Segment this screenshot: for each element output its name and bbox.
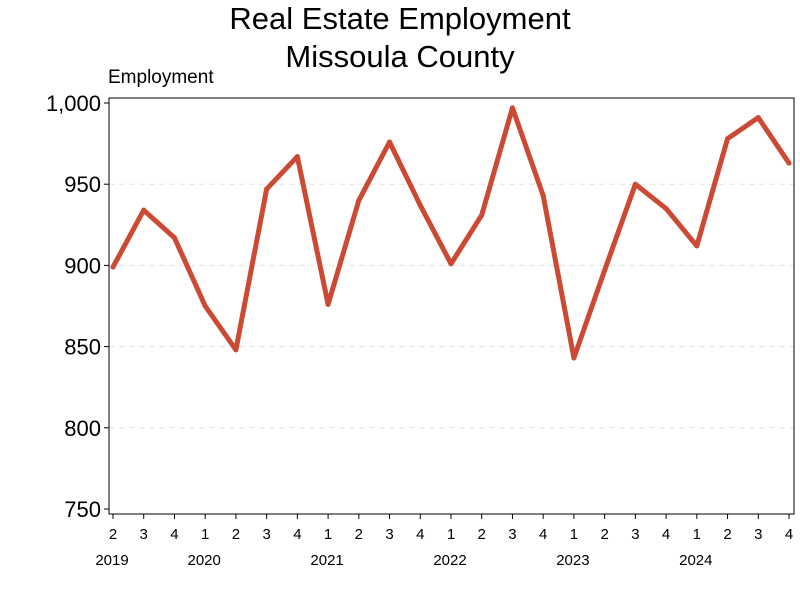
x-tick-label: 1 — [201, 526, 209, 543]
x-tick-label: 2 — [478, 526, 486, 543]
x-year-label: 2022 — [433, 552, 466, 569]
data-point — [233, 347, 239, 353]
y-tick-label: 900 — [64, 253, 101, 278]
data-point — [786, 160, 792, 166]
x-tick-label: 3 — [754, 526, 762, 543]
y-tick-label: 750 — [64, 497, 101, 522]
data-point — [509, 105, 515, 111]
data-point — [171, 235, 177, 241]
x-tick-label: 4 — [539, 526, 547, 543]
x-tick-label: 1 — [324, 526, 332, 543]
data-point — [387, 139, 393, 145]
x-tick-label: 4 — [416, 526, 424, 543]
data-point — [202, 303, 208, 309]
data-point — [264, 186, 270, 192]
x-tick-label: 1 — [693, 526, 701, 543]
data-point — [110, 264, 116, 270]
y-tick-label: 1,000 — [46, 91, 101, 116]
data-point — [294, 154, 300, 160]
data-point — [694, 243, 700, 249]
gridlines — [109, 183, 794, 429]
data-point — [663, 206, 669, 212]
x-tick-label: 3 — [631, 526, 639, 543]
data-point — [141, 207, 147, 213]
series-layer — [110, 105, 792, 361]
data-point — [417, 202, 423, 208]
data-point — [540, 193, 546, 199]
x-tick-label: 4 — [170, 526, 178, 543]
x-tick-label: 3 — [262, 526, 270, 543]
data-point — [632, 181, 638, 187]
series-line — [110, 105, 792, 361]
x-tick-label: 1 — [570, 526, 578, 543]
data-point — [725, 136, 731, 142]
x-tick-label: 2 — [355, 526, 363, 543]
x-tick-label: 2 — [109, 526, 117, 543]
data-point — [755, 115, 761, 121]
y-tick-label: 800 — [64, 416, 101, 441]
data-point — [571, 355, 577, 361]
data-point — [448, 261, 454, 267]
x-year-label: 2021 — [310, 552, 343, 569]
data-point — [479, 212, 485, 218]
data-point — [325, 301, 331, 307]
x-tick-label: 4 — [662, 526, 670, 543]
x-tick-label: 4 — [293, 526, 301, 543]
x-year-label: 2023 — [556, 552, 589, 569]
x-tick-label: 2 — [600, 526, 608, 543]
x-tick-label: 1 — [447, 526, 455, 543]
x-year-label: 2024 — [679, 552, 712, 569]
chart-title-line-2: Missoula County — [285, 39, 515, 74]
data-point — [356, 197, 362, 203]
data-point — [602, 267, 608, 273]
chart-title-line-1: Real Estate Employment — [229, 1, 571, 36]
x-axis-ticks: 2 3 4 1 2 3 4 1 2 3 4 1 2 3 4 1 2 3 4 1 2 3 4 2019 2020 2021 2022 2… — [95, 514, 793, 569]
x-tick-label: 3 — [385, 526, 393, 543]
plot-frame — [108, 97, 795, 515]
x-tick-label: 3 — [508, 526, 516, 543]
x-tick-label: 4 — [785, 526, 793, 543]
x-year-label: 2020 — [187, 552, 220, 569]
x-tick-label: 2 — [723, 526, 731, 543]
y-axis-ticks: 750 800 850 900 950 1,000 — [46, 91, 109, 522]
y-tick-label: 950 — [64, 172, 101, 197]
y-tick-label: 850 — [64, 335, 101, 360]
y-axis-label: Employment — [108, 67, 214, 88]
x-year-label: 2019 — [95, 552, 128, 569]
x-tick-label: 3 — [140, 526, 148, 543]
x-tick-label: 2 — [232, 526, 240, 543]
